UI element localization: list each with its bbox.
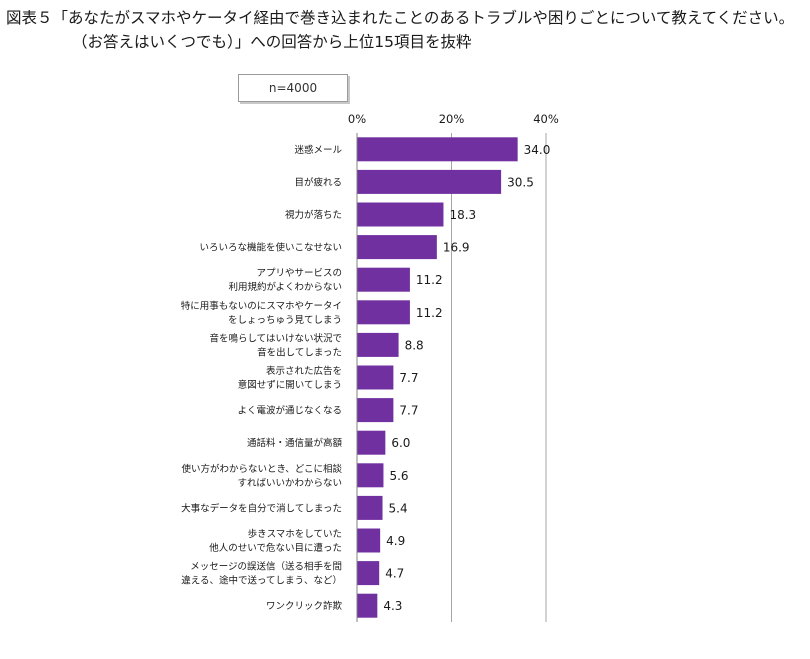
bar-5 — [357, 267, 410, 292]
value-label-10: 6.0 — [391, 436, 410, 450]
value-label-6: 11.2 — [416, 306, 443, 320]
chart-title: 図表５「あなたがスマホやケータイ経由で巻き込まれたことのあるトラブルや困りごとに… — [6, 6, 806, 54]
value-label-1: 34.0 — [524, 143, 551, 157]
value-label-2: 30.5 — [507, 175, 534, 189]
category-label-9: よく電波が通じなくなる — [237, 405, 342, 417]
category-label-1: 迷惑メール — [294, 144, 342, 156]
x-tick-label-1: 20% — [439, 112, 465, 126]
category-label-5: アプリやサービスの利用規約がよくわからない — [228, 268, 342, 293]
value-label-8: 7.7 — [399, 371, 418, 385]
value-label-3: 18.3 — [449, 208, 476, 222]
category-label-5-line-1: アプリやサービスの — [256, 268, 342, 279]
category-label-11-line-2: すればいいかわからない — [237, 478, 342, 489]
category-label-13: 歩きスマホをしていた他人のせいで危ない目に遭った — [209, 528, 342, 554]
category-label-1-line-1: 迷惑メール — [294, 144, 342, 156]
category-label-7-line-1: 音を鳴らしてはいけない状況で — [209, 332, 342, 344]
bar-2 — [357, 169, 502, 194]
value-label-11: 5.6 — [389, 469, 408, 483]
category-label-7-line-2: 音を出してしまった — [257, 346, 342, 358]
category-label-10: 通話料・通信量が高額 — [247, 437, 343, 449]
bar-8 — [357, 365, 394, 390]
category-label-5-line-2: 利用規約がよくわからない — [228, 281, 342, 293]
category-label-8-line-1: 表示された広告を — [266, 365, 342, 377]
sample-size-box: n=4000 — [238, 74, 348, 102]
category-label-6-line-1: 特に用事もないのにスマホやケータイ — [181, 300, 342, 312]
category-label-3-line-1: 視力が落ちた — [285, 209, 342, 221]
bar-12 — [357, 495, 383, 520]
category-label-7: 音を鳴らしてはいけない状況で音を出してしまった — [209, 332, 342, 358]
category-label-14-line-1: メッセージの誤送信（送る相手を間 — [190, 561, 342, 573]
bar-9 — [357, 398, 394, 423]
category-label-4-line-1: いろいろな機能を使いこなせない — [199, 242, 342, 254]
bar-10 — [357, 430, 386, 455]
bar-14 — [357, 561, 380, 586]
value-label-13: 4.9 — [386, 534, 405, 548]
category-label-2-line-1: 目が疲れる — [294, 176, 342, 188]
category-label-6: 特に用事もないのにスマホやケータイをしょっちゅう見てしまう — [181, 300, 342, 326]
category-label-14-line-2: 違える、途中で送ってしまう、など） — [181, 575, 342, 587]
value-label-4: 16.9 — [443, 241, 470, 255]
bar-3 — [357, 202, 444, 227]
bar-1 — [357, 137, 518, 162]
value-label-12: 5.4 — [389, 501, 408, 515]
bar-6 — [357, 300, 410, 325]
value-label-15: 4.3 — [383, 599, 402, 613]
category-label-12-line-1: 大事なデータを自分で消してしまった — [181, 502, 342, 514]
category-label-15-line-1: ワンクリック詐欺 — [266, 600, 343, 612]
category-label-8: 表示された広告を意図せずに開いてしまう — [238, 365, 342, 391]
category-label-10-line-1: 通話料・通信量が高額 — [247, 437, 343, 449]
category-label-12: 大事なデータを自分で消してしまった — [181, 502, 342, 514]
value-label-7: 8.8 — [405, 338, 424, 352]
value-label-14: 4.7 — [385, 567, 404, 581]
chart-title-line-2: （お答えはいくつでも）」への回答から上位15項目を抜粋 — [72, 33, 472, 51]
chart-title-line-1: 図表５「あなたがスマホやケータイ経由で巻き込まれたことのあるトラブルや困りごとに… — [6, 9, 795, 27]
category-label-9-line-1: よく電波が通じなくなる — [237, 405, 342, 417]
category-label-8-line-2: 意図せずに開いてしまう — [238, 379, 342, 391]
bar-7 — [357, 332, 399, 357]
bar-4 — [357, 235, 437, 260]
bar-11 — [357, 463, 384, 488]
category-label-11-line-1: 使い方がわからないとき、どこに相談 — [181, 463, 342, 475]
category-label-13-line-2: 他人のせいで危ない目に遭った — [209, 542, 342, 554]
category-label-6-line-2: をしょっちゅう見てしまう — [228, 315, 342, 326]
value-label-5: 11.2 — [416, 273, 443, 287]
category-label-14: メッセージの誤送信（送る相手を間違える、途中で送ってしまう、など） — [181, 561, 342, 587]
category-label-2: 目が疲れる — [294, 176, 342, 188]
category-label-15: ワンクリック詐欺 — [266, 600, 343, 612]
value-label-9: 7.7 — [399, 404, 418, 418]
x-tick-label-0: 0% — [348, 112, 366, 126]
bar-13 — [357, 528, 381, 553]
category-label-4: いろいろな機能を使いこなせない — [199, 242, 342, 254]
category-label-13-line-1: 歩きスマホをしていた — [248, 528, 342, 540]
category-label-3: 視力が落ちた — [285, 209, 342, 221]
category-label-11: 使い方がわからないとき、どこに相談すればいいかわからない — [181, 463, 342, 489]
bar-15 — [357, 593, 378, 618]
x-tick-label-2: 40% — [533, 112, 559, 126]
